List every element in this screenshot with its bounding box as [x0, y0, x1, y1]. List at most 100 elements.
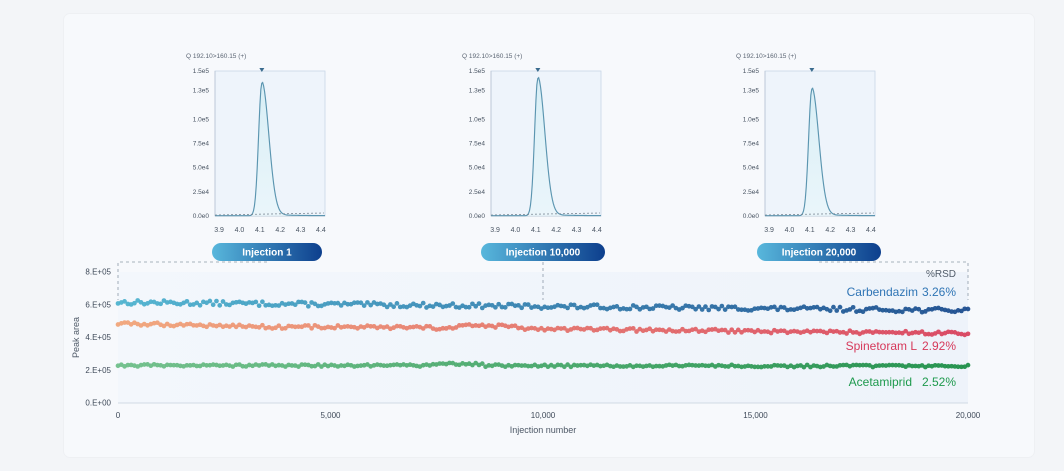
series-name-label: Carbendazim: [847, 285, 918, 299]
scatter-point: [732, 304, 738, 310]
injection-button[interactable]: [481, 243, 605, 261]
scatter-point: [768, 330, 774, 336]
scatter-point: [338, 303, 344, 308]
chromatogram-x-tick-label: 4.1: [531, 227, 541, 234]
scatter-y-tick-label: 4.E+05: [85, 333, 111, 342]
scatter-point: [253, 299, 259, 305]
scatter-point: [197, 302, 203, 308]
scatter-x-tick-label: 5,000: [320, 411, 341, 420]
scatter-point: [860, 362, 866, 368]
scatter-point: [696, 304, 702, 309]
chromatogram-y-tick-label: 1.5e5: [469, 68, 486, 75]
scatter-point: [627, 306, 633, 312]
scatter-x-tick-label: 10,000: [531, 411, 556, 420]
chromatogram-y-tick-label: 2.5e4: [469, 189, 486, 196]
scatter-point: [886, 329, 892, 335]
scatter-y-tick-label: 0.E+00: [85, 399, 111, 408]
scatter-point: [617, 364, 623, 369]
chromatogram-y-tick-label: 1.5e5: [743, 68, 760, 75]
scatter-point: [732, 330, 738, 335]
chromatogram-y-tick-label: 2.5e4: [193, 189, 210, 196]
chromatogram-x-tick-label: 4.3: [846, 227, 856, 234]
scatter-point: [283, 325, 288, 331]
peak-marker-icon: [535, 68, 541, 72]
scatter-point: [420, 326, 426, 331]
scatter-point: [122, 299, 127, 304]
scatter-point: [302, 323, 308, 328]
scatter-point: [512, 323, 518, 329]
scatter-point: [877, 329, 882, 335]
scatter-point: [260, 299, 265, 305]
scatter-point: [214, 298, 219, 304]
scatter-point: [141, 362, 147, 367]
scatter-point: [158, 301, 164, 307]
scatter-point: [335, 300, 341, 306]
scatter-point: [945, 363, 951, 369]
scatter-point: [850, 304, 856, 310]
chromatogram-title: Q 192.10>160.15 (+): [186, 53, 246, 60]
scatter-point: [965, 362, 971, 368]
scatter-point: [752, 364, 758, 370]
scatter-point: [775, 307, 781, 313]
scatter-point: [703, 304, 708, 310]
scatter-point: [880, 307, 886, 313]
scatter-point: [502, 305, 508, 310]
injection-button-label: Injection 1: [242, 248, 292, 259]
scatter-point: [571, 325, 577, 331]
scatter-point: [525, 363, 531, 369]
scatter-point: [493, 325, 498, 330]
scatter-point: [525, 302, 531, 307]
scatter-point: [857, 362, 863, 368]
injection-button[interactable]: [212, 243, 322, 261]
scatter-point: [689, 304, 695, 310]
scatter-point: [722, 327, 728, 333]
scatter-point: [220, 299, 226, 304]
scatter-point: [260, 362, 265, 367]
scatter-point: [479, 361, 485, 366]
scatter-point: [909, 363, 915, 369]
scatter-point: [171, 362, 177, 368]
scatter-point: [388, 302, 393, 307]
chromatogram-y-tick-label: 0.0e0: [743, 213, 760, 220]
series-rsd-value: 2.92%: [922, 339, 956, 353]
scatter-point: [729, 327, 735, 333]
chromatogram-x-tick-label: 4.3: [296, 227, 306, 234]
scatter-point: [276, 323, 282, 329]
scatter-point: [493, 362, 498, 367]
scatter-point: [735, 327, 741, 333]
injection-connector-line: [819, 261, 969, 300]
scatter-point: [466, 304, 472, 310]
scatter-point: [184, 298, 190, 304]
chromatogram-y-tick-label: 0.0e0: [193, 213, 210, 220]
scatter-point: [919, 329, 925, 334]
injection-button[interactable]: [757, 243, 881, 261]
scatter-point: [260, 322, 265, 328]
series-rsd-value: 3.26%: [922, 285, 956, 299]
chromatogram-x-tick-label: 4.0: [785, 227, 795, 234]
scatter-point: [591, 302, 597, 308]
scatter-x-tick-label: 20,000: [956, 411, 981, 420]
chromatogram-y-tick-label: 5.0e4: [193, 165, 210, 172]
scatter-point: [424, 323, 429, 329]
scatter-point: [358, 300, 364, 306]
scatter-x-axis-label: Injection number: [510, 425, 577, 435]
scatter-point: [450, 301, 456, 306]
scatter-point: [827, 308, 833, 314]
scatter-point: [381, 363, 387, 368]
scatter-point: [571, 302, 577, 308]
scatter-point: [653, 327, 659, 333]
scatter-point: [922, 331, 928, 337]
scatter-point: [561, 325, 567, 331]
scatter-point: [634, 363, 639, 369]
chromatogram-y-tick-label: 1.0e5: [469, 116, 486, 123]
scatter-point: [614, 304, 620, 309]
scatter-point: [368, 323, 374, 329]
chromatogram-y-tick-label: 5.0e4: [469, 165, 486, 172]
scatter-point: [368, 302, 374, 308]
scatter-plot-area: [118, 272, 968, 403]
scatter-point: [693, 326, 698, 332]
chromatogram-x-tick-label: 3.9: [764, 227, 774, 234]
scatter-point: [437, 361, 442, 366]
scatter-point: [926, 307, 931, 312]
chromatogram-y-tick-label: 7.5e4: [193, 141, 210, 148]
